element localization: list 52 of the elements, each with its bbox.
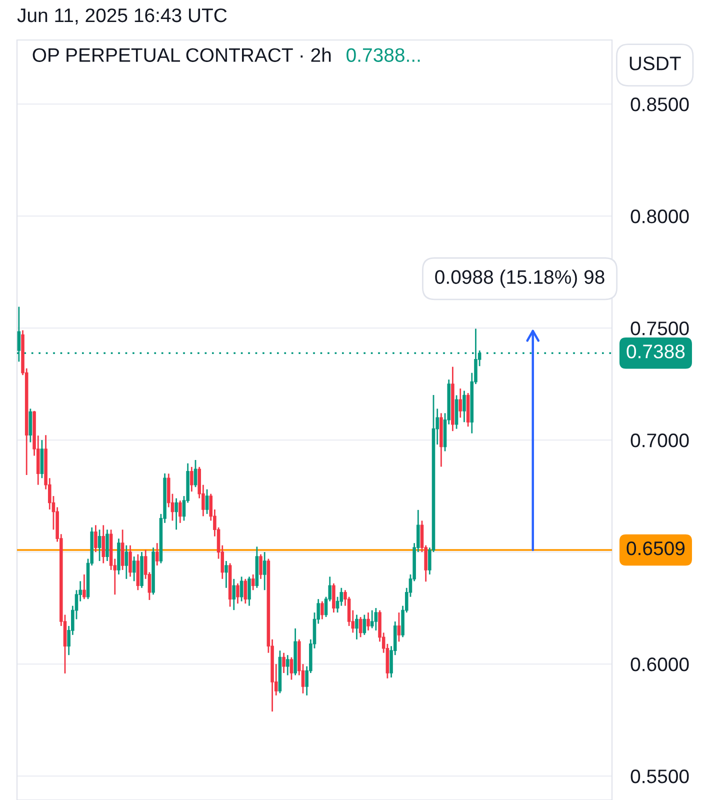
candlestick: [120, 528, 124, 571]
candlestick: [259, 554, 262, 580]
candlestick: [124, 544, 128, 580]
candlestick: [332, 582, 336, 614]
candlestick: [232, 578, 236, 611]
candlestick: [155, 542, 159, 566]
candlestick: [251, 574, 255, 591]
annotation: 0.0988 (15.18%) 98: [435, 270, 604, 288]
candlestick: [240, 576, 244, 602]
candlestick: [132, 556, 136, 582]
y-tick-label: 0.8000: [630, 210, 689, 224]
candlestick: [102, 524, 106, 564]
text: Jun 11, 2025 16:43 UTC: [17, 8, 227, 25]
candlestick: [224, 560, 228, 589]
candlestick: [106, 528, 109, 562]
candlestick: [286, 654, 290, 676]
candlestick: [374, 607, 378, 632]
chart-title: OP PERPETUAL CONTRACT · 2h: [32, 48, 331, 62]
candlestick: [462, 390, 466, 423]
candlestick: [248, 576, 251, 606]
candlestick: [98, 528, 102, 562]
y-tick-label: 0.8500: [630, 98, 689, 112]
candlestick: [458, 388, 462, 418]
y-tick-label: 0.6000: [630, 658, 689, 672]
candlestick: [244, 578, 248, 604]
ref-line-label: 0.7388: [626, 344, 685, 358]
candlestick: [290, 656, 294, 680]
candlestick: [82, 574, 86, 600]
candlestick: [178, 500, 182, 524]
candlestick: [362, 614, 366, 636]
candlestick: [366, 612, 370, 632]
y-tick-label: 0.5500: [630, 770, 689, 784]
candlestick: [358, 616, 362, 638]
candlestick: [190, 466, 194, 492]
candlestick: [94, 524, 98, 553]
ref-line-label: 0.6509: [626, 541, 685, 556]
candlestick: [174, 498, 178, 530]
y-tick-label: 0.7000: [630, 434, 689, 448]
candlestick: [194, 459, 198, 488]
candlestick: [397, 612, 401, 642]
candlestick: [128, 544, 132, 578]
candlestick: [28, 408, 32, 443]
candlestick: [262, 551, 266, 591]
y-tick-label: 0.7500: [630, 322, 689, 336]
candlestick: [282, 652, 286, 674]
candlestick: [355, 614, 358, 640]
annotation: 0.7388...: [346, 48, 420, 62]
candlestick: [370, 610, 374, 629]
y-axis-title: USDT: [630, 56, 681, 70]
candlestick: [205, 488, 209, 515]
candlestick: [236, 582, 240, 604]
candlestick: [320, 600, 324, 620]
